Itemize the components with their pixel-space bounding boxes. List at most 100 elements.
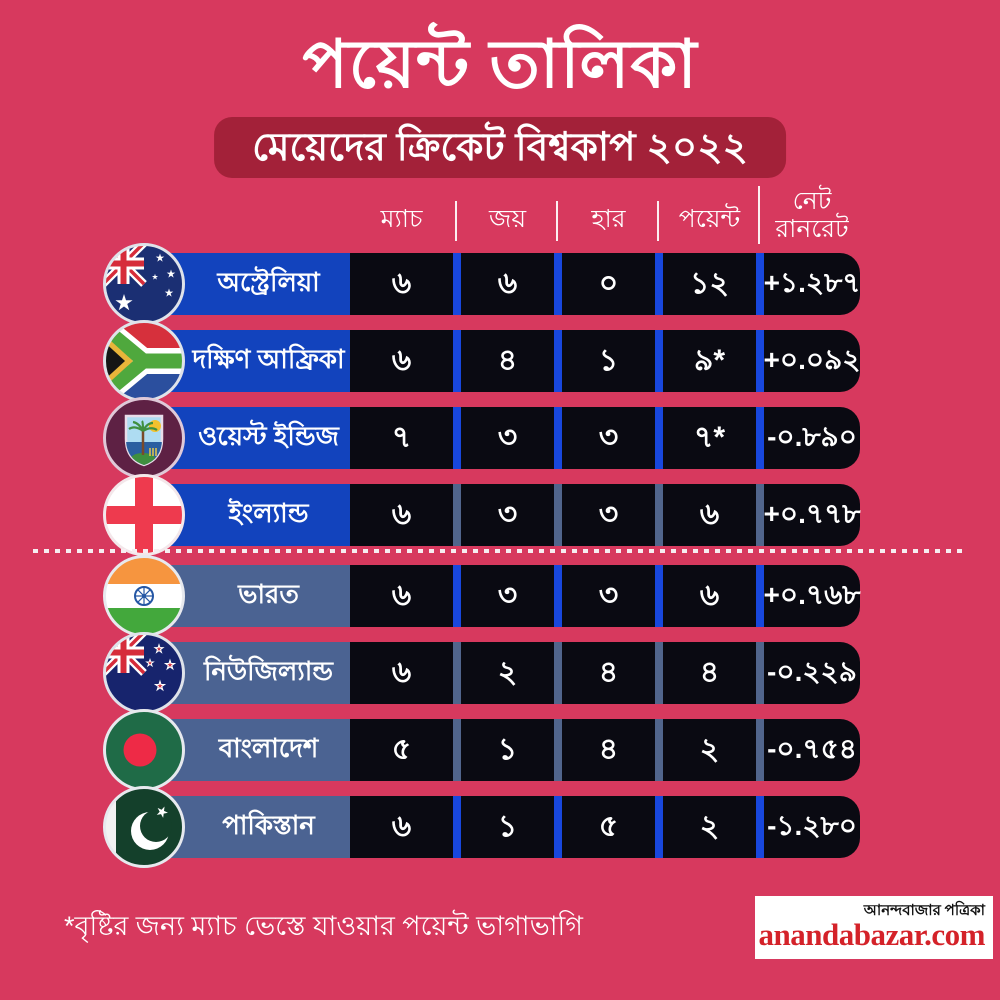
cell-divider (453, 565, 461, 627)
points-value: ৬ (663, 484, 756, 546)
losses-value: ৫ (562, 796, 655, 858)
new-zealand-flag-icon (103, 632, 185, 714)
pakistan-flag-icon (103, 786, 185, 868)
wins-value: ৪ (461, 330, 554, 392)
table-row-england: ইংল্যান্ড ৬ ৩ ৩ ৬ +০.৭৭৮ (103, 474, 860, 556)
cell-divider (756, 253, 764, 315)
losses-value: ৪ (562, 642, 655, 704)
matches-value: ৬ (350, 565, 453, 627)
wins-value: ৩ (461, 407, 554, 469)
cell-divider (554, 642, 562, 704)
cell-divider (756, 484, 764, 546)
cell-divider (655, 330, 663, 392)
column-label-wins: জয় (488, 205, 527, 233)
column-label-points: পয়েন্ট (678, 205, 741, 233)
bangladesh-flag-icon (103, 709, 185, 791)
cell-divider (554, 484, 562, 546)
header-divider (657, 201, 659, 241)
net-run-rate-value: -০.৮৯০ (764, 407, 860, 469)
matches-value: ৭ (350, 407, 453, 469)
cell-divider (756, 796, 764, 858)
cell-divider (453, 484, 461, 546)
table-row-south-africa: দক্ষিণ আফ্রিকা ৬ ৪ ১ ৯* +০.০৯২ (103, 320, 860, 402)
wins-value: ৬ (461, 253, 554, 315)
cell-divider (554, 719, 562, 781)
cell-divider (756, 565, 764, 627)
cell-divider (554, 330, 562, 392)
cell-divider (453, 796, 461, 858)
losses-value: ৩ (562, 484, 655, 546)
cell-divider (554, 796, 562, 858)
points-value: ২ (663, 796, 756, 858)
west-indies-flag-icon (103, 397, 185, 479)
column-label-losses: হার (591, 205, 626, 233)
column-label-net-run-rate: নেট রানরেট (775, 187, 849, 243)
table-row-india: ভারত ৬ ৩ ৩ ৬ +০.৭৬৮ (103, 555, 860, 637)
header-divider (758, 186, 760, 244)
table-row-pakistan: পাকিস্তান ৬ ১ ৫ ২ -১.২৮০ (103, 786, 860, 868)
cell-divider (453, 253, 461, 315)
net-run-rate-value: +০.৭৭৮ (764, 484, 860, 546)
qualification-divider (33, 549, 967, 553)
points-value: ৬ (663, 565, 756, 627)
losses-value: ১ (562, 330, 655, 392)
table-row-australia: অস্ট্রেলিয়া ৬ ৬ ০ ১২ +১.২৮৭ (103, 243, 860, 325)
matches-value: ৬ (350, 330, 453, 392)
column-label-matches: ম্যাচ (380, 205, 423, 233)
wins-value: ৩ (461, 565, 554, 627)
matches-value: ৬ (350, 484, 453, 546)
losses-value: ৪ (562, 719, 655, 781)
header-divider (455, 201, 457, 241)
losses-value: ৩ (562, 407, 655, 469)
net-run-rate-value: +১.২৮৭ (764, 253, 860, 315)
website-name: anandabazar.com (758, 917, 986, 953)
net-run-rate-value: +০.৭৬৮ (764, 565, 860, 627)
cell-divider (554, 253, 562, 315)
page-title: পয়েন্ট তালিকা (302, 27, 698, 102)
table-row-bangladesh: বাংলাদেশ ৫ ১ ৪ ২ -০.৭৫৪ (103, 709, 860, 791)
matches-value: ৬ (350, 796, 453, 858)
cell-divider (655, 565, 663, 627)
losses-value: ৩ (562, 565, 655, 627)
wins-value: ১ (461, 719, 554, 781)
matches-value: ৬ (350, 253, 453, 315)
wins-value: ২ (461, 642, 554, 704)
cell-divider (655, 484, 663, 546)
cell-divider (453, 642, 461, 704)
cell-divider (756, 407, 764, 469)
points-value: ৯* (663, 330, 756, 392)
matches-value: ৫ (350, 719, 453, 781)
net-run-rate-value: -০.২২৯ (764, 642, 860, 704)
cell-divider (655, 253, 663, 315)
cell-divider (554, 565, 562, 627)
net-run-rate-value: -০.৭৫৪ (764, 719, 860, 781)
cell-divider (655, 642, 663, 704)
points-value: ২ (663, 719, 756, 781)
newspaper-name: আনন্দবাজার পত্রিকা (863, 902, 985, 919)
net-run-rate-value: -১.২৮০ (764, 796, 860, 858)
cell-divider (655, 407, 663, 469)
points-value: ৭* (663, 407, 756, 469)
cell-divider (453, 719, 461, 781)
table-row-west-indies: ওয়েস্ট ইন্ডিজ ৭ ৩ ৩ ৭* -০.৮৯০ (103, 397, 860, 479)
cell-divider (756, 330, 764, 392)
points-value: ১২ (663, 253, 756, 315)
england-flag-icon (103, 474, 185, 556)
cell-divider (756, 642, 764, 704)
table-row-new-zealand: নিউজিল্যান্ড ৬ ২ ৪ ৪ -০.২২৯ (103, 632, 860, 714)
points-value: ৪ (663, 642, 756, 704)
cell-divider (655, 719, 663, 781)
cell-divider (554, 407, 562, 469)
losses-value: ০ (562, 253, 655, 315)
cell-divider (453, 330, 461, 392)
rain-rule-footnote: *বৃষ্টির জন্য ম্যাচ ভেস্তে যাওয়ার পয়েন… (64, 911, 583, 941)
cell-divider (655, 796, 663, 858)
wins-value: ১ (461, 796, 554, 858)
cell-divider (453, 407, 461, 469)
cell-divider (756, 719, 764, 781)
south-africa-flag-icon (103, 320, 185, 402)
australia-flag-icon (103, 243, 185, 325)
tournament-subtitle-badge: মেয়েদের ক্রিকেট বিশ্বকাপ ২০২২ (214, 117, 786, 178)
net-run-rate-value: +০.০৯২ (764, 330, 860, 392)
